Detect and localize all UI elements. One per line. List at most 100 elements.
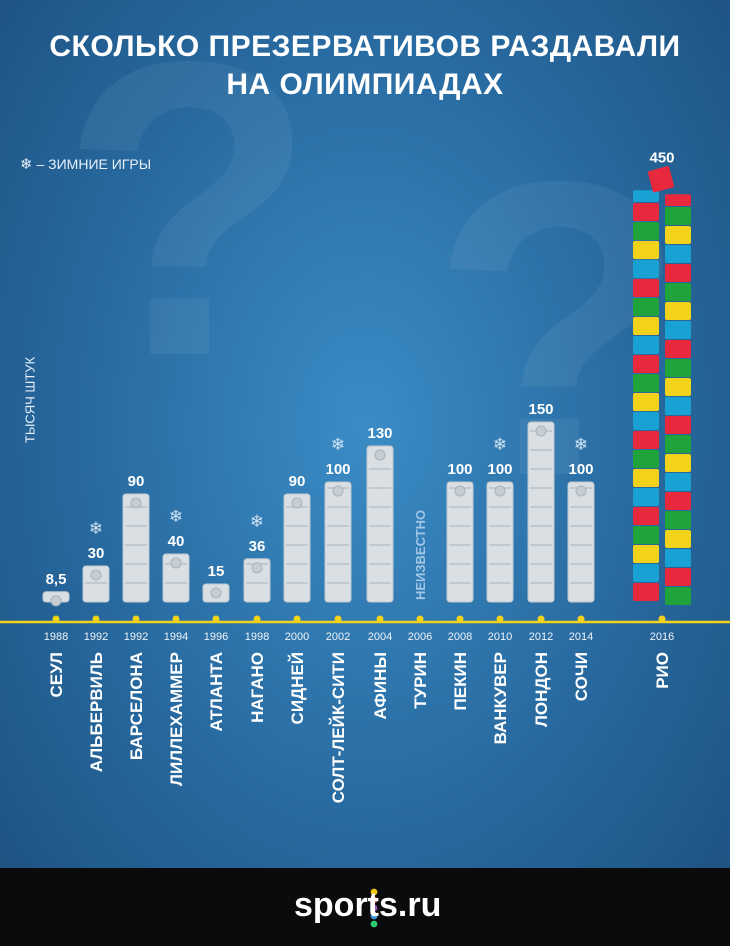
rio-packet <box>633 241 659 259</box>
bar <box>82 565 110 603</box>
rio-packet <box>633 203 659 221</box>
axis-tick <box>456 615 464 623</box>
packet-ring <box>210 587 222 599</box>
rio-packet <box>665 226 691 244</box>
packet-ring <box>90 569 102 581</box>
rio-packet <box>665 378 691 396</box>
city-label: БАРСЕЛОНА <box>127 652 146 760</box>
city-label: СОЧИ <box>572 652 591 701</box>
packet-ring <box>291 497 303 509</box>
title-line-1: СКОЛЬКО ПРЕЗЕРВАТИВОВ РАЗДАВАЛИ <box>49 30 681 63</box>
title-line-2: НА ОЛИМПИАДАХ <box>226 68 504 101</box>
axis-tick <box>253 615 261 623</box>
rio-top-packet <box>647 166 675 193</box>
snowflake-icon: ❄ <box>89 519 103 539</box>
year-label: 1994 <box>164 631 188 643</box>
axis-tick <box>52 615 60 623</box>
bar <box>446 481 474 603</box>
snowflake-icon: ❄ <box>574 435 588 455</box>
bar <box>283 493 311 603</box>
rio-packet <box>633 488 659 506</box>
rio-packet <box>633 298 659 316</box>
snowflake-icon: ❄ <box>493 435 507 455</box>
packet-ring <box>50 595 62 607</box>
packet-ring <box>575 485 587 497</box>
snowflake-icon: ❄ <box>331 435 345 455</box>
rio-packet <box>633 431 659 449</box>
year-label: 2006 <box>408 631 432 643</box>
value-label: 90 <box>289 473 306 490</box>
year-label: 1992 <box>84 631 108 643</box>
city-label: АЛЬБЕРВИЛЬ <box>87 652 106 772</box>
year-label: 2016 <box>650 631 674 643</box>
value-label: 450 <box>649 149 674 166</box>
value-label: 100 <box>487 461 512 478</box>
city-label: НАГАНО <box>248 652 267 723</box>
axis-tick <box>496 615 504 623</box>
value-label: НЕИЗВЕСТНО <box>413 510 428 600</box>
rio-packet <box>665 511 691 529</box>
rio-packet <box>665 473 691 491</box>
axis-tick <box>172 615 180 623</box>
rio-packet <box>665 492 691 510</box>
city-label: СОЛТ-ЛЕЙК-СИТИ <box>329 652 348 803</box>
rio-packet <box>633 545 659 563</box>
value-label: 130 <box>367 425 392 442</box>
value-label: 100 <box>325 461 350 478</box>
packet-ring <box>251 562 263 574</box>
year-label: 1988 <box>44 631 68 643</box>
bar <box>366 445 394 603</box>
rio-packet <box>665 568 691 586</box>
rio-packet <box>665 264 691 282</box>
axis-tick <box>293 615 301 623</box>
packet-ring <box>130 497 142 509</box>
year-label: 2014 <box>569 631 593 643</box>
packet-ring <box>170 557 182 569</box>
rio-packet <box>633 355 659 373</box>
axis-tick <box>212 615 220 623</box>
rio-packet <box>633 412 659 430</box>
bar <box>324 481 352 603</box>
year-label: 2008 <box>448 631 472 643</box>
rio-packet <box>633 583 659 601</box>
value-label: 100 <box>447 461 472 478</box>
city-label: СИДНЕЙ <box>288 652 307 724</box>
year-label: 2012 <box>529 631 553 643</box>
legend: ❄ – ЗИМНИЕ ИГРЫ <box>20 155 151 173</box>
footer <box>0 868 730 946</box>
value-label: 100 <box>568 461 593 478</box>
packet-ring <box>374 449 386 461</box>
bar <box>486 481 514 603</box>
city-label: РИО <box>653 652 672 689</box>
year-label: 1992 <box>124 631 148 643</box>
year-label: 2000 <box>285 631 309 643</box>
sports-logo-dots-icon <box>370 888 378 928</box>
value-label: 150 <box>528 401 553 418</box>
rio-packet <box>633 222 659 240</box>
watermark-mark: ? <box>60 0 317 444</box>
bar-chart: 1988 СЕУЛ 8,5 1992 АЛЬБЕРВИЛЬ 30 ❄ 1992 БАРСЕЛОН… <box>0 149 730 803</box>
rio-packet <box>665 416 691 434</box>
rio-packet <box>633 317 659 335</box>
year-label: 2004 <box>368 631 392 643</box>
bar <box>162 553 190 603</box>
rio-packet <box>633 564 659 582</box>
axis-tick <box>577 615 585 623</box>
rio-packet <box>665 397 691 415</box>
bar <box>567 481 595 603</box>
rio-packet <box>665 549 691 567</box>
value-label: 15 <box>208 563 225 580</box>
year-label: 2002 <box>326 631 350 643</box>
rio-packet <box>665 530 691 548</box>
bar <box>527 421 555 603</box>
rio-packet <box>665 207 691 225</box>
axis-tick <box>416 615 424 623</box>
rio-packet <box>665 454 691 472</box>
rio-packet <box>633 374 659 392</box>
rio-packet <box>633 450 659 468</box>
axis-tick <box>334 615 342 623</box>
city-label: ЛИЛЛЕХАММЕР <box>167 652 186 786</box>
rio-packet <box>633 279 659 297</box>
rio-packet <box>665 359 691 377</box>
